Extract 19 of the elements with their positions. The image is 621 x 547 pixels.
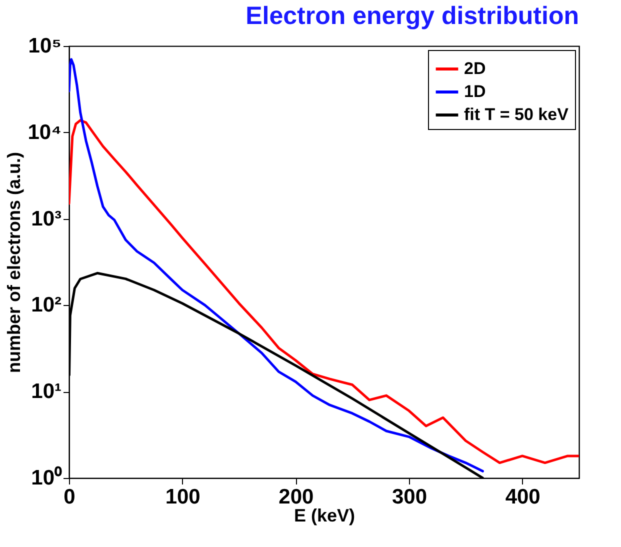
line-series: [69, 119, 579, 464]
y-tick-label: 10⁰: [31, 466, 62, 490]
x-tick-label: 200: [278, 486, 314, 508]
y-tick-label: 10⁵: [28, 34, 62, 58]
line-series: [69, 58, 484, 472]
y-tick-label: 10⁴: [28, 120, 62, 144]
legend-label: fit T = 50 keV: [464, 105, 570, 124]
y-tick-label: 10²: [31, 294, 62, 317]
x-tick-label: 400: [505, 486, 540, 508]
x-tick-label: 300: [392, 486, 428, 508]
legend-label: 2D: [464, 59, 486, 78]
chart-title: Electron energy distribution: [246, 2, 579, 30]
y-tick-label: 10³: [31, 207, 62, 230]
x-tick-label: 100: [165, 486, 200, 508]
x-axis-title: E (keV): [294, 506, 356, 526]
legend-label: 1D: [464, 82, 486, 101]
y-axis-title: number of electrons (a.u.): [4, 152, 24, 374]
x-tick-label: 0: [64, 486, 76, 508]
y-tick-label: 10¹: [31, 380, 62, 404]
